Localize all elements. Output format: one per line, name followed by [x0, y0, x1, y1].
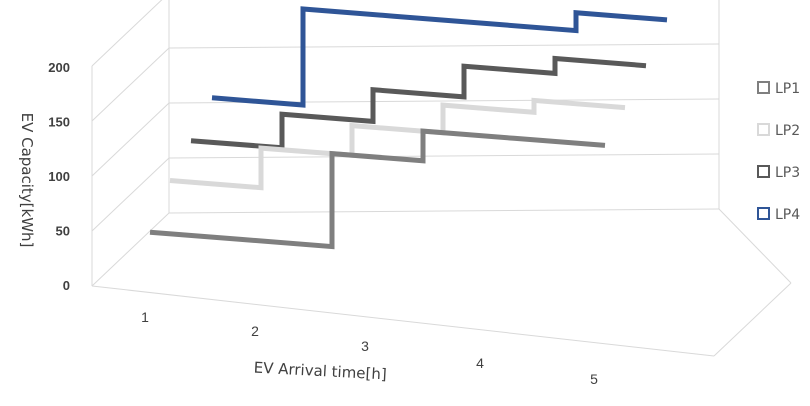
- x-tick-label: 1: [141, 309, 149, 325]
- grid-line: [91, 102, 170, 177]
- grid-line: [91, 47, 170, 122]
- x-tick-label: 5: [590, 371, 598, 387]
- legend-swatch: [757, 165, 770, 178]
- grid-line: [168, 153, 720, 159]
- y-tick-label: 100: [48, 169, 70, 184]
- grid-line: [713, 282, 792, 357]
- x-tick-label: 4: [476, 355, 484, 371]
- y-tick-labels: 0 50 100 150 200: [48, 60, 70, 293]
- x-tick-labels: 1 2 3 4 5: [141, 309, 598, 387]
- series-line-lp3: [190, 55, 647, 151]
- x-tick-label: 2: [251, 323, 259, 339]
- legend-swatch: [757, 81, 770, 94]
- series-line-lp1: [149, 128, 606, 250]
- y-tick-label: 0: [63, 278, 70, 293]
- legend-label: LP4: [775, 207, 800, 223]
- y-axis-title: EV Capacity[kWh]: [18, 113, 36, 248]
- grid-line: [91, 285, 715, 357]
- legend-label: LP2: [775, 123, 800, 139]
- series-line-lp2: [169, 97, 626, 191]
- grid-lines: [91, 0, 792, 357]
- x-axis-title: EV Arrival time[h]: [253, 359, 387, 384]
- grid-line: [91, 0, 163, 67]
- grid-line: [168, 43, 720, 49]
- y-tick-label: 150: [48, 115, 70, 130]
- grid-line: [168, 208, 720, 214]
- y-tick-label: 50: [56, 224, 70, 239]
- series-line-lp4: [211, 6, 668, 108]
- grid-line: [91, 157, 170, 232]
- y-tick-label: 200: [48, 60, 70, 75]
- grid-line: [91, 212, 170, 287]
- legend-label: LP3: [775, 165, 800, 181]
- legend: LP1 LP2 LP3 LP4: [757, 81, 800, 223]
- legend-label: LP1: [775, 81, 800, 97]
- legend-swatch: [757, 123, 770, 136]
- series-layer: [149, 6, 668, 250]
- x-tick-label: 3: [361, 338, 369, 354]
- grid-line: [718, 208, 792, 284]
- legend-swatch: [757, 207, 770, 220]
